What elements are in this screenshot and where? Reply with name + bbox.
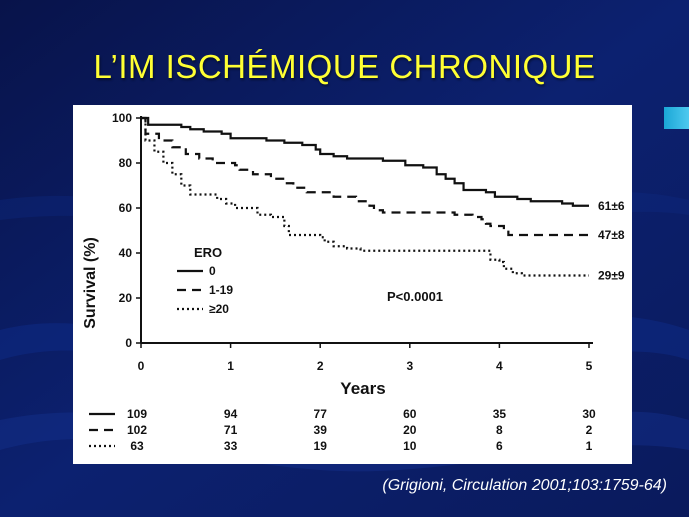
y-tick-label: 0 xyxy=(125,336,132,350)
chart-axes xyxy=(140,116,593,344)
x-tick-label: 3 xyxy=(406,359,413,373)
accent-tab xyxy=(664,107,689,129)
series-end-labels: 61±6 47±8 29±9 xyxy=(598,199,625,283)
survival-curves xyxy=(141,116,589,277)
legend: ERO 0 1-19 ≥20 xyxy=(177,245,233,316)
x-tick-label: 2 xyxy=(317,359,324,373)
x-tick-label: 1 xyxy=(227,359,234,373)
x-tick-label: 4 xyxy=(496,359,503,373)
y-tick-label: 60 xyxy=(119,201,133,215)
series-end-label: 47±8 xyxy=(598,228,625,242)
risk-table-cell: 60 xyxy=(403,407,417,421)
x-tick-label: 5 xyxy=(586,359,593,373)
risk-table-cell: 20 xyxy=(403,423,417,437)
series-end-label: 61±6 xyxy=(598,199,625,213)
slide-title: L’IM ISCHÉMIQUE CHRONIQUE xyxy=(93,48,596,85)
risk-table-cell: 19 xyxy=(314,439,328,453)
risk-table-cell: 6 xyxy=(496,439,503,453)
risk-table-cell: 8 xyxy=(496,423,503,437)
series-end-label: 29±9 xyxy=(598,269,625,283)
p-value-annotation: P<0.0001 xyxy=(387,289,443,304)
legend-entry-label: 1-19 xyxy=(209,283,233,297)
risk-table-cell: 71 xyxy=(224,423,238,437)
legend-entry-label: 0 xyxy=(209,264,216,278)
risk-table-cell: 35 xyxy=(493,407,507,421)
legend-title: ERO xyxy=(194,245,222,260)
y-tick-label: 80 xyxy=(119,156,133,170)
risk-table-cell: 30 xyxy=(582,407,596,421)
risk-table-cell: 39 xyxy=(314,423,328,437)
y-tick-label: 20 xyxy=(119,291,133,305)
y-tick-label: 40 xyxy=(119,246,133,260)
series-line-2 xyxy=(141,116,589,237)
risk-table-cell: 102 xyxy=(127,423,147,437)
x-axis-label: Years xyxy=(340,379,385,398)
legend-entry-label: ≥20 xyxy=(209,302,229,316)
citation: (Grigioni, Circulation 2001;103:1759-64) xyxy=(382,477,667,494)
series-line-1 xyxy=(141,116,589,207)
risk-table-cell: 10 xyxy=(403,439,417,453)
risk-table-cell: 94 xyxy=(224,407,238,421)
x-tick-labels: 0 1 2 3 4 5 xyxy=(138,343,593,373)
risk-table-cell: 77 xyxy=(314,407,328,421)
risk-table-cell: 109 xyxy=(127,407,147,421)
x-tick-label: 0 xyxy=(138,359,145,373)
risk-table-cell: 63 xyxy=(130,439,144,453)
y-tick-labels: 0 20 40 60 80 100 xyxy=(112,111,141,350)
risk-table-cell: 2 xyxy=(586,423,593,437)
risk-table-cell: 33 xyxy=(224,439,238,453)
y-axis-label: Survival (%) xyxy=(82,237,99,329)
risk-table: 109 94 77 60 35 30 102 71 39 20 8 2 63 33 19 10 6 1 xyxy=(89,407,596,453)
risk-table-cell: 1 xyxy=(586,439,593,453)
y-tick-label: 100 xyxy=(112,111,132,125)
